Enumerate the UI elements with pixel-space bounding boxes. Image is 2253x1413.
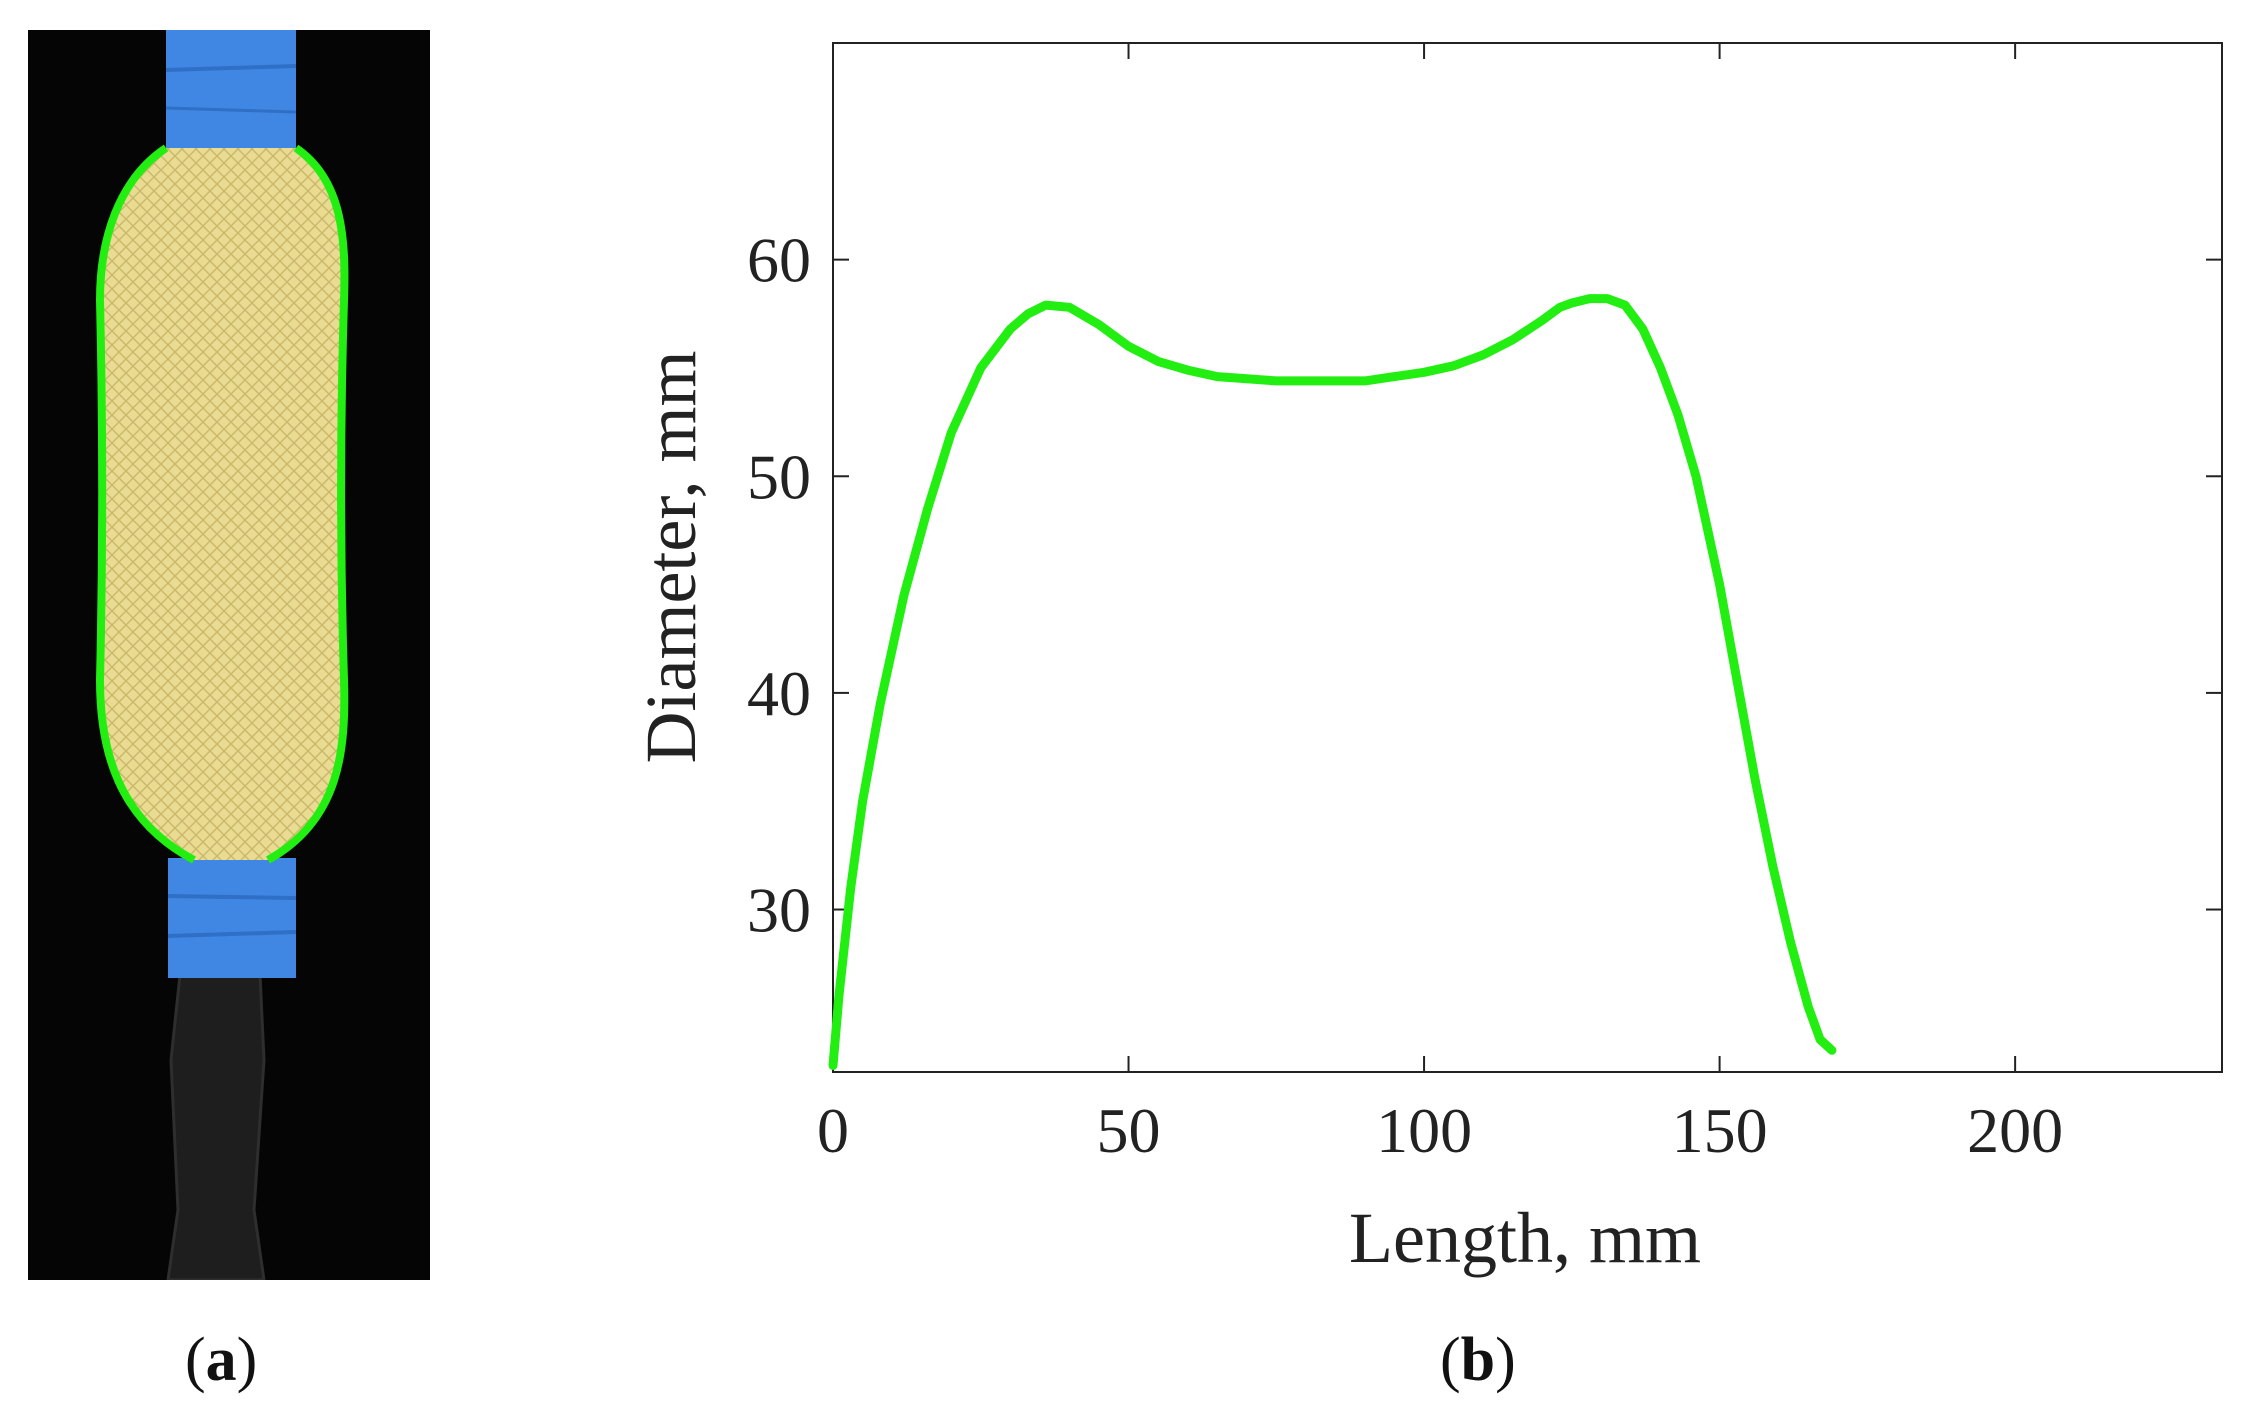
fabric-body — [100, 148, 345, 860]
y-tick-label: 60 — [747, 225, 811, 296]
caption-a-close: ) — [236, 1326, 258, 1394]
x-tick-label: 150 — [1672, 1095, 1768, 1166]
x-tick-label: 50 — [1097, 1095, 1161, 1166]
x-axis-label: Length, mm — [1349, 1198, 1701, 1278]
axes — [832, 42, 2223, 1073]
plot-frame — [832, 42, 2223, 1073]
y-tick-label: 30 — [747, 875, 811, 946]
panel-a-caption: (a) — [185, 1325, 257, 1396]
green-contour-right — [266, 144, 349, 864]
caption-b-letter: b — [1460, 1326, 1496, 1394]
tick-labels: 0 50 100 150 200 30 40 50 60 — [747, 225, 2063, 1166]
curve-layer — [828, 294, 1837, 1070]
panel-b-caption: (b) — [1440, 1325, 1516, 1396]
green-contour-left — [95, 144, 196, 864]
x-tick-label: 100 — [1376, 1095, 1472, 1166]
bottom-tape — [168, 858, 296, 978]
caption-b-open: ( — [1440, 1326, 1461, 1394]
x-tick-label: 0 — [817, 1095, 849, 1166]
y-tick-label: 40 — [747, 658, 811, 729]
series-line-diameter — [828, 294, 1837, 1070]
sleeve-photo — [28, 30, 430, 1280]
black-hose — [166, 973, 266, 1280]
top-tape — [166, 30, 296, 148]
y-tick-label: 50 — [747, 441, 811, 512]
y-axis-label: Diameter, mm — [631, 351, 711, 764]
x-tick-label: 200 — [1967, 1095, 2063, 1166]
caption-b-close: ) — [1495, 1326, 1516, 1394]
caption-a-open: ( — [185, 1326, 206, 1394]
caption-a-letter: a — [205, 1326, 237, 1394]
